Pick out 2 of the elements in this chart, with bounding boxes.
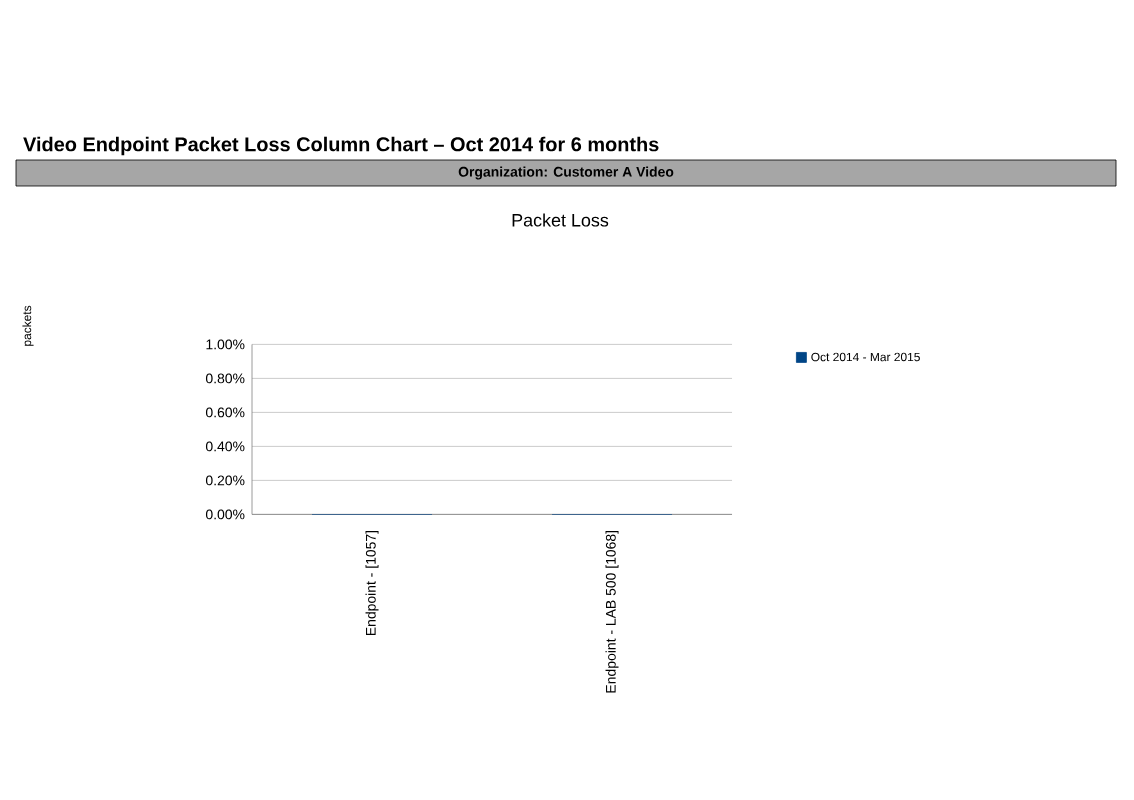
chart-title: Packet Loss: [512, 213, 609, 227]
text: Video Endpoint Packet Loss Column Chart – Oct 2014 for 6 months: [23, 136, 659, 156]
